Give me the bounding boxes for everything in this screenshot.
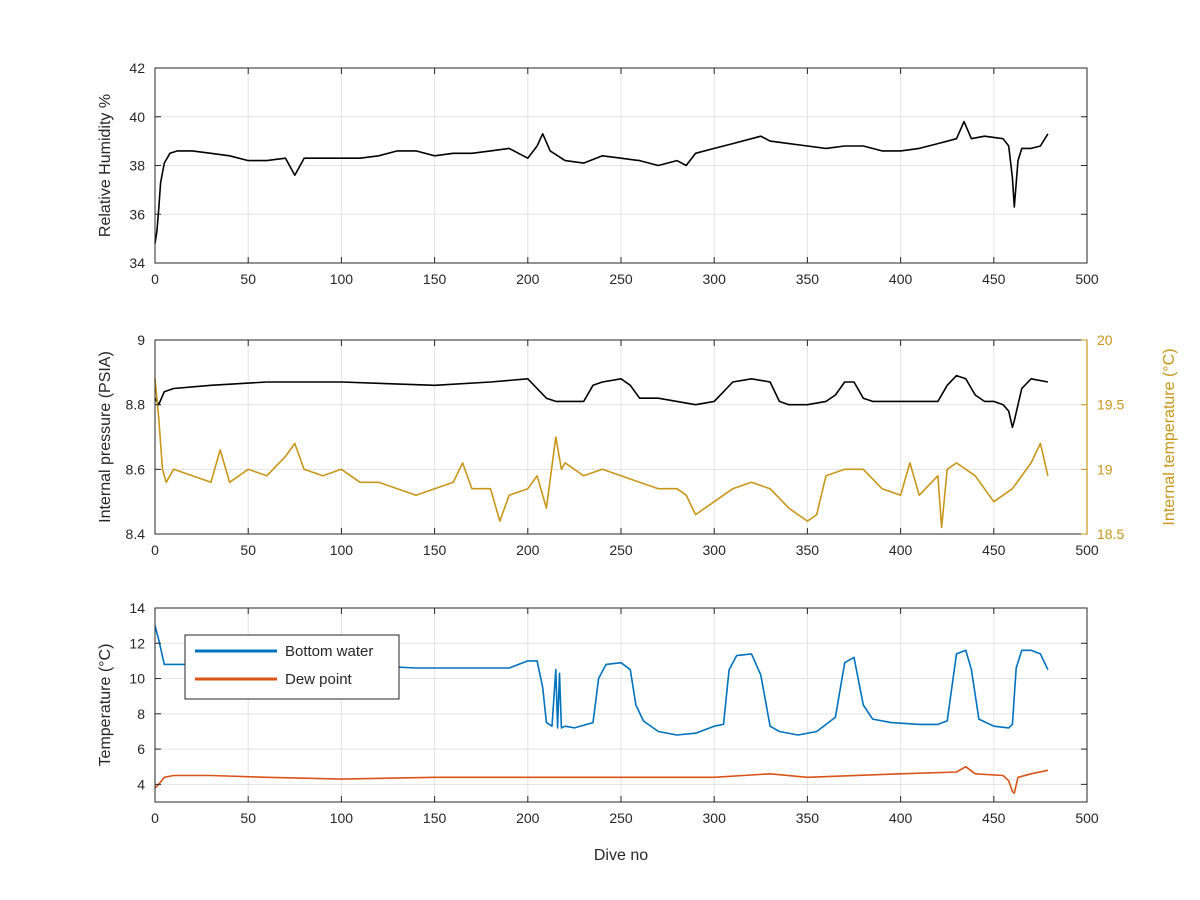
series-line-2-1	[154, 374, 1049, 429]
y-tick-label: 36	[129, 206, 145, 222]
y-tick-label: 12	[129, 635, 145, 651]
axes-panel-3: 0 50 100 150 200 250 300 350 400 450 500 4 6 8 10 12 14 T…	[97, 600, 1099, 864]
x-tick-label: 300	[703, 271, 727, 287]
axes-panel-2: 0 50 100 150 200 250 300 350 400 450 500 8.4 8.6 8.8 9…	[97, 332, 1178, 558]
legend: Bottom water Dew point	[184, 634, 400, 700]
x-tick-label: 0	[151, 810, 159, 826]
x-tick-label: 400	[889, 810, 913, 826]
x-tick-label: 200	[516, 542, 540, 558]
x-tick-label: 250	[609, 810, 633, 826]
legend-box	[184, 634, 400, 700]
y-tick-label: 14	[129, 600, 145, 616]
y-tick-label: 9	[137, 332, 145, 348]
x-tick-label: 200	[516, 810, 540, 826]
x-tick-label: 500	[1075, 542, 1099, 558]
x-tick-label: 500	[1075, 271, 1099, 287]
y-axis-label: Internal pressure (PSIA)	[97, 351, 114, 523]
y-tick-label: 8.4	[126, 526, 146, 542]
x-tick-label: 100	[330, 271, 354, 287]
x-tick-label: 100	[330, 810, 354, 826]
y2-tick-label: 20	[1097, 332, 1113, 348]
y-tick-label: 10	[129, 671, 145, 687]
legend-label: Bottom water	[285, 643, 373, 660]
legend-label: Dew point	[285, 671, 353, 688]
x-tick-label: 500	[1075, 810, 1099, 826]
y-tick-label: 40	[129, 109, 145, 125]
x-tick-label: 50	[240, 810, 256, 826]
series-line-2-2	[154, 378, 1049, 529]
x-tick-label: 50	[240, 271, 256, 287]
series-line-bottom-water	[154, 625, 1049, 736]
x-tick-label: 250	[609, 542, 633, 558]
series-line-1-1	[154, 120, 1049, 244]
y2-tick-label: 19	[1097, 461, 1113, 477]
x-tick-label: 350	[796, 542, 820, 558]
x-tick-label: 150	[423, 271, 447, 287]
y2-axis-label: Internal temperature (°C)	[1161, 348, 1178, 525]
x-tick-label: 400	[889, 271, 913, 287]
y-tick-label: 38	[129, 158, 145, 174]
x-axis-label: Dive no	[594, 847, 648, 864]
x-tick-label: 150	[423, 542, 447, 558]
x-tick-label: 350	[796, 271, 820, 287]
x-tick-label: 450	[982, 810, 1006, 826]
x-tick-label: 250	[609, 271, 633, 287]
y-tick-label: 34	[129, 255, 145, 271]
y-tick-label: 8.6	[126, 461, 146, 477]
x-tick-label: 0	[151, 542, 159, 558]
y-axis-label: Relative Humidity %	[97, 94, 114, 237]
y2-tick-label: 18.5	[1097, 526, 1124, 542]
x-tick-label: 400	[889, 542, 913, 558]
x-tick-label: 100	[330, 542, 354, 558]
x-tick-label: 450	[982, 542, 1006, 558]
y-tick-label: 8	[137, 706, 145, 722]
y-tick-label: 8.8	[126, 397, 146, 413]
y-tick-label: 42	[129, 60, 145, 76]
x-tick-label: 300	[703, 542, 727, 558]
y-tick-label: 6	[137, 741, 145, 757]
x-tick-label: 450	[982, 271, 1006, 287]
y-axis-label: Temperature (°C)	[97, 644, 114, 767]
x-tick-label: 150	[423, 810, 447, 826]
axes-panel-1: 0 50 100 150 200 250 300 350 400 450 500 34 36 38 40 42…	[97, 60, 1099, 287]
y-tick-label: 4	[137, 776, 145, 792]
series-line-dew-point	[154, 765, 1049, 795]
x-tick-label: 0	[151, 271, 159, 287]
y2-tick-label: 19.5	[1097, 397, 1124, 413]
x-tick-label: 200	[516, 271, 540, 287]
x-tick-label: 300	[703, 810, 727, 826]
x-tick-label: 350	[796, 810, 820, 826]
x-tick-label: 50	[240, 542, 256, 558]
